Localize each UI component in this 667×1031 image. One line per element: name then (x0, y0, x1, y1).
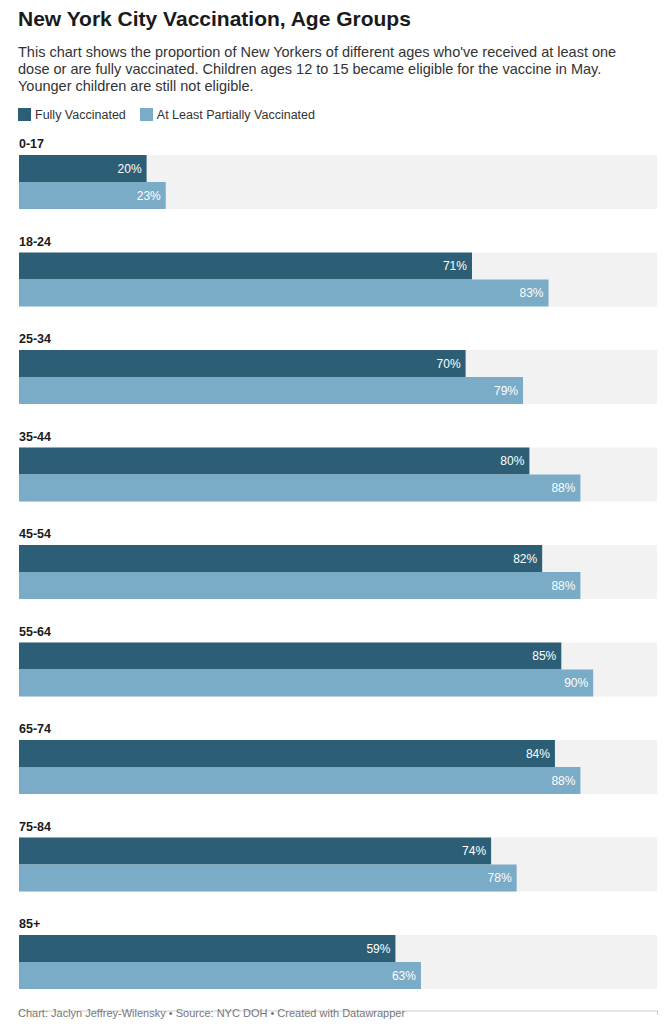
bar (19, 572, 580, 599)
data-label: 71% (443, 259, 467, 273)
legend-swatch (140, 108, 153, 121)
category-label: 0-17 (19, 137, 44, 151)
bar (19, 643, 561, 670)
bar (19, 253, 472, 280)
title: New York City Vaccination, Age Groups (18, 7, 658, 31)
category-label: 45-54 (19, 527, 51, 541)
tick (657, 1011, 658, 1015)
bar-track (19, 838, 657, 892)
data-label: 88% (551, 774, 575, 788)
bar (19, 350, 466, 377)
bar (19, 280, 549, 307)
bar (19, 838, 491, 865)
data-label: 90% (564, 676, 588, 690)
legend-item: At Least Partially Vaccinated (140, 108, 315, 122)
bar (19, 155, 147, 182)
category-label: 25-34 (19, 332, 51, 346)
data-labels: 20% 71% 70% 80% 82% 85% 84% 74% 59% 23% 83% 79% 88% 8… (118, 162, 589, 983)
tick-mark (657, 1011, 658, 1015)
data-label: 23% (137, 189, 161, 203)
subtitle: This chart shows the proportion of New Y… (18, 44, 650, 95)
data-label: 83% (520, 286, 544, 300)
data-label: 59% (366, 942, 390, 956)
data-label: 78% (488, 871, 512, 885)
category-label: 18-24 (19, 235, 51, 249)
track-group (19, 155, 657, 989)
data-label: 79% (494, 384, 518, 398)
legend: Fully Vaccinated At Least Partially Vacci… (18, 107, 329, 122)
bar (19, 475, 580, 502)
bar-track (19, 350, 657, 404)
bar (19, 545, 542, 572)
data-label: 88% (551, 481, 575, 495)
category-labels: 0-17 18-24 25-34 35-44 45-54 55-64 65-74 75-84 8… (19, 137, 51, 931)
data-label: 82% (513, 552, 537, 566)
bar-track (19, 643, 657, 697)
data-label: 20% (118, 162, 142, 176)
data-label: 85% (532, 649, 556, 663)
bar-track (19, 935, 657, 989)
data-label: 88% (551, 579, 575, 593)
bar (19, 865, 517, 892)
category-label: 85+ (19, 917, 40, 931)
source: Chart: Jaclyn Jeffrey-Wilensky • Source:… (18, 1007, 405, 1019)
bar (19, 767, 580, 794)
chart: 0-17 18-24 25-34 35-44 45-54 55-64 65-74 75-84 8… (0, 0, 667, 1031)
legend-item: Fully Vaccinated (18, 108, 126, 122)
data-label: 84% (526, 747, 550, 761)
legend-label: Fully Vaccinated (35, 108, 126, 122)
legend-label: At Least Partially Vaccinated (157, 108, 315, 122)
bar (19, 670, 593, 697)
category-label: 55-64 (19, 625, 51, 639)
category-label: 65-74 (19, 722, 51, 736)
bar-track (19, 545, 657, 599)
bar (19, 962, 421, 989)
legend-swatch (18, 108, 31, 121)
bar-track (19, 253, 657, 307)
data-label: 63% (392, 969, 416, 983)
category-label: 75-84 (19, 820, 51, 834)
bar (19, 377, 523, 404)
bar (19, 935, 395, 962)
bar-track (19, 740, 657, 794)
bars (19, 155, 593, 989)
data-label: 74% (462, 844, 486, 858)
bar (19, 740, 555, 767)
data-label: 70% (437, 357, 461, 371)
bar-track (19, 448, 657, 502)
bar-track (19, 155, 657, 209)
bar (19, 182, 166, 209)
data-label: 80% (500, 454, 524, 468)
bar (19, 448, 529, 475)
category-label: 35-44 (19, 430, 51, 444)
